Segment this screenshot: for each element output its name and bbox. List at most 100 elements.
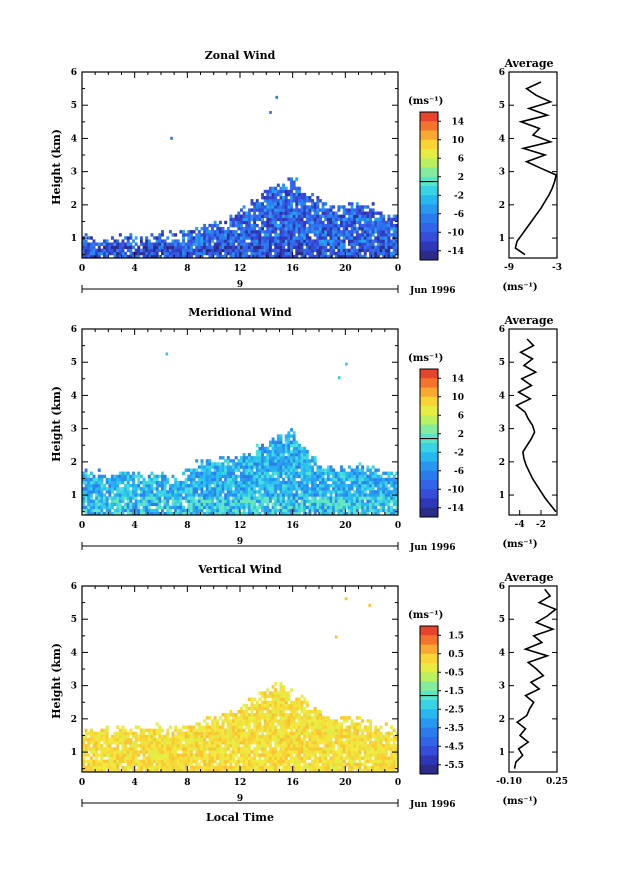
heatmap-cell <box>264 691 267 694</box>
heatmap-cell <box>169 496 172 499</box>
heatmap-cell <box>290 441 293 444</box>
heatmap-cell <box>187 726 190 729</box>
heatmap-cell <box>306 732 309 735</box>
heatmap-cell <box>343 487 346 490</box>
heatmap-cell <box>285 465 288 468</box>
heatmap-cell <box>127 760 130 763</box>
heatmap-cell <box>348 212 351 215</box>
heatmap-cell <box>237 493 240 496</box>
heatmap-cell <box>274 493 277 496</box>
heatmap-cell <box>219 726 222 729</box>
heatmap-cell <box>261 695 264 698</box>
heatmap-cell <box>293 215 296 218</box>
heatmap-cell <box>364 478 367 481</box>
heatmap-cell <box>153 481 156 484</box>
heatmap-cell <box>222 243 225 246</box>
heatmap-cell <box>150 249 153 252</box>
heatmap-cell <box>308 493 311 496</box>
heatmap-cell <box>185 732 188 735</box>
heatmap-cell <box>216 243 219 246</box>
heatmap-cell <box>98 478 101 481</box>
heatmap-cell <box>306 233 309 236</box>
heatmap-cell <box>340 506 343 509</box>
heatmap-cell <box>211 224 214 227</box>
heatmap-cell <box>179 741 182 744</box>
heatmap-cell <box>274 456 277 459</box>
heatmap-cell <box>351 500 354 503</box>
heatmap-cell <box>251 481 254 484</box>
heatmap-cell <box>190 233 193 236</box>
heatmap-cell <box>245 233 248 236</box>
heatmap-cell <box>322 469 325 472</box>
heatmap-cell <box>174 750 177 753</box>
heatmap-cell <box>253 243 256 246</box>
heatmap-cell <box>261 230 264 233</box>
heatmap-cell <box>243 732 246 735</box>
heatmap-cell <box>343 218 346 221</box>
heatmap-cell <box>229 750 232 753</box>
heatmap-cell <box>377 503 380 506</box>
heatmap-cell <box>256 704 259 707</box>
heatmap-cell <box>140 750 143 753</box>
heatmap-cell <box>290 469 293 472</box>
heatmap-cell <box>227 481 230 484</box>
heatmap-cell <box>235 490 238 493</box>
heatmap-cell <box>227 496 230 499</box>
heatmap-cell <box>366 246 369 249</box>
heatmap-cell <box>214 735 217 738</box>
heatmap-cell <box>164 487 167 490</box>
heatmap-cell <box>308 462 311 465</box>
heatmap-cell <box>235 735 238 738</box>
heatmap-cell <box>340 496 343 499</box>
heatmap-cell <box>256 233 259 236</box>
heatmap-cell <box>150 760 153 763</box>
heatmap-cell <box>243 766 246 769</box>
heatmap-cell <box>356 478 359 481</box>
heatmap-cell <box>143 729 146 732</box>
heatmap-cell <box>306 221 309 224</box>
heatmap-cell <box>182 744 185 747</box>
heatmap-cell <box>93 475 96 478</box>
heatmap-cell <box>169 490 172 493</box>
heatmap-cell <box>298 716 301 719</box>
heatmap-cell <box>332 249 335 252</box>
heatmap-cell <box>303 456 306 459</box>
heatmap-cell <box>208 729 211 732</box>
heatmap-cell <box>295 236 298 239</box>
heatmap-cell <box>235 230 238 233</box>
heatmap-cell <box>290 243 293 246</box>
heatmap-cell <box>277 199 280 202</box>
heatmap-cell <box>224 465 227 468</box>
heatmap-cell <box>172 500 175 503</box>
heatmap-cell <box>277 503 280 506</box>
heatmap-cell <box>237 763 240 766</box>
heatmap-cell <box>282 747 285 750</box>
heatmap-cell <box>258 469 261 472</box>
heatmap-cell <box>269 735 272 738</box>
heatmap-cell <box>201 729 204 732</box>
heatmap-cell <box>237 500 240 503</box>
heatmap-cell <box>93 750 96 753</box>
heatmap-cell <box>198 481 201 484</box>
heatmap-cell <box>380 506 383 509</box>
heatmap-cell <box>253 202 256 205</box>
heatmap-cell <box>269 111 272 114</box>
heatmap-cell <box>201 478 204 481</box>
heatmap-cell <box>114 753 117 756</box>
heatmap-cell <box>240 506 243 509</box>
heatmap-cell <box>232 484 235 487</box>
heatmap-cell <box>372 484 375 487</box>
heatmap-cell <box>224 747 227 750</box>
heatmap-cell <box>87 484 90 487</box>
heatmap-cell <box>340 205 343 208</box>
colorbar-swatch <box>420 415 438 425</box>
heatmap-cell <box>211 233 214 236</box>
heatmap-cell <box>108 243 111 246</box>
heatmap-cell <box>216 744 219 747</box>
heatmap-cell <box>332 243 335 246</box>
heatmap-cell <box>182 747 185 750</box>
heatmap-cell <box>240 747 243 750</box>
heatmap-cell <box>85 239 88 242</box>
heatmap-cell <box>85 252 88 255</box>
heatmap-cell <box>150 500 153 503</box>
